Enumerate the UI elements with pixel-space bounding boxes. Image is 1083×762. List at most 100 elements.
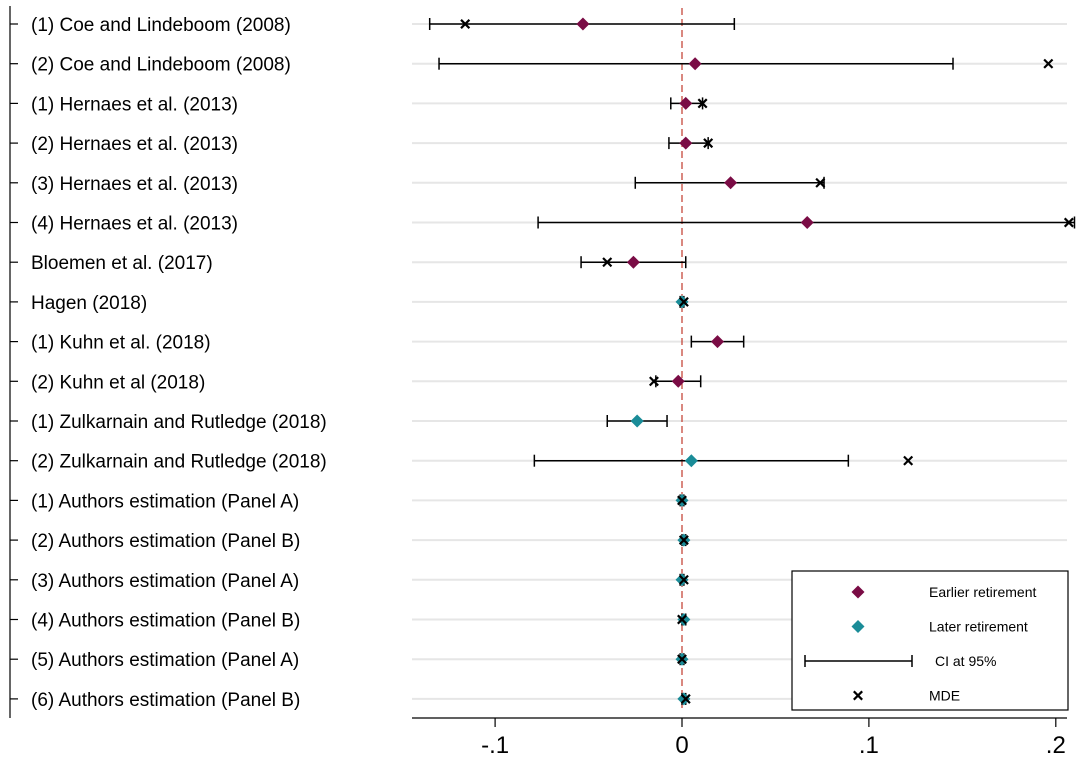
study-label: (2) Coe and Lindeboom (2008) — [31, 55, 291, 76]
mde-stroke — [697, 98, 708, 109]
study-label: (4) Hernaes et al. (2013) — [31, 214, 238, 235]
study-label: (2) Zulkarnain and Rutledge (2018) — [31, 452, 327, 473]
estimate-marker — [677, 613, 691, 626]
mde-marker — [680, 693, 691, 704]
study-label: (1) Hernaes et al. (2013) — [31, 94, 238, 115]
study-label: (4) Authors estimation (Panel B) — [31, 611, 300, 632]
mde-marker — [677, 495, 687, 506]
mde-stroke — [677, 495, 687, 506]
study-row-marks — [675, 573, 689, 587]
mde-stroke — [648, 376, 659, 387]
study-label: (5) Authors estimation (Panel A) — [31, 650, 299, 671]
study-row-marks — [670, 96, 708, 110]
study-label: (2) Kuhn et al (2018) — [31, 372, 205, 393]
study-row-marks — [580, 255, 687, 269]
study-row-marks — [677, 613, 691, 626]
x-tick-label: -.1 — [481, 732, 509, 759]
mde-marker — [677, 654, 687, 665]
mde-stroke — [678, 535, 689, 546]
mde-stroke — [1043, 58, 1054, 69]
mde-marker — [815, 177, 826, 188]
legend-item: CI at 95% — [804, 653, 996, 669]
mde-stroke — [680, 693, 691, 704]
y-axis-ticks — [10, 23, 18, 700]
mde-stroke — [815, 177, 826, 188]
estimate-marker — [626, 255, 640, 269]
study-row-marks — [606, 414, 668, 428]
study-label: (1) Zulkarnain and Rutledge (2018) — [31, 412, 327, 433]
study-label: (3) Authors estimation (Panel A) — [31, 571, 299, 592]
legend-item: MDE — [853, 688, 960, 704]
estimate-marker — [675, 295, 689, 309]
mde-stroke — [903, 455, 914, 466]
plot-marks — [428, 17, 1076, 706]
x-tick-label: 0 — [675, 732, 688, 759]
legend-label: Earlier retirement — [929, 584, 1036, 600]
estimate-marker — [671, 374, 685, 388]
estimate-marker — [688, 57, 702, 71]
mde-stroke — [853, 690, 863, 701]
study-labels: (1) Coe and Lindeboom (2008) (2) Coe and … — [31, 15, 327, 711]
estimate-marker — [679, 136, 693, 150]
estimate-marker — [675, 573, 689, 587]
mde-stroke — [678, 296, 689, 307]
legend-item: Later retirement — [851, 619, 1028, 635]
study-row-marks — [675, 493, 689, 507]
mde-stroke — [678, 574, 689, 585]
estimate-marker — [800, 216, 814, 229]
legend-item: Earlier retirement — [851, 584, 1036, 600]
study-label: Bloemen et al. (2017) — [31, 253, 213, 274]
mde-marker — [678, 296, 689, 307]
study-row-marks — [675, 652, 689, 666]
study-label: (2) Hernaes et al. (2013) — [31, 134, 238, 155]
x-tick-label: .1 — [859, 732, 879, 759]
study-row-marks — [677, 533, 691, 547]
mde-stroke — [602, 257, 613, 268]
mde-stroke — [703, 138, 714, 149]
mde-marker — [703, 138, 714, 149]
mde-marker — [903, 455, 914, 466]
mde-marker — [460, 19, 471, 29]
mde-marker — [678, 574, 689, 585]
study-row-marks — [648, 374, 702, 388]
study-row-marks — [438, 57, 1054, 71]
mde-marker — [602, 257, 613, 268]
estimate-marker — [677, 692, 691, 706]
estimate-marker — [576, 17, 590, 31]
study-row-marks — [537, 216, 1076, 229]
estimate-marker — [679, 96, 693, 110]
mde-stroke — [1063, 217, 1074, 228]
legend-label: Later retirement — [929, 619, 1028, 635]
legend-box — [791, 570, 1069, 711]
study-label: (3) Hernaes et al. (2013) — [31, 174, 238, 195]
estimate-marker — [711, 335, 725, 349]
x-axis-ticks: -.1 0 .1 .2 — [481, 718, 1066, 759]
legend-label: MDE — [929, 688, 960, 704]
mde-marker — [648, 376, 659, 387]
estimate-marker — [724, 176, 738, 190]
gridlines — [412, 23, 1067, 700]
study-row-marks — [675, 295, 689, 309]
study-label: (1) Kuhn et al. (2018) — [31, 333, 211, 354]
study-row-marks — [677, 692, 691, 706]
mde-marker — [677, 614, 687, 625]
mde-marker — [1063, 217, 1074, 228]
legend-later-symbol — [851, 620, 865, 633]
study-label: (2) Authors estimation (Panel B) — [31, 531, 300, 552]
legend: Earlier retirement Later retirement CI at … — [791, 570, 1069, 711]
legend-mde-symbol — [853, 690, 863, 701]
mde-marker — [1043, 58, 1054, 69]
study-row-marks — [634, 176, 826, 190]
study-row-marks — [428, 17, 736, 31]
study-row-marks — [533, 454, 914, 468]
estimate-marker — [684, 454, 698, 468]
mde-stroke — [677, 614, 687, 625]
study-row-marks — [690, 335, 745, 349]
legend-earlier-symbol — [851, 585, 865, 599]
estimate-marker — [630, 414, 644, 428]
study-label: Hagen (2018) — [31, 293, 147, 314]
legend-label: CI at 95% — [935, 653, 996, 669]
mde-stroke — [460, 19, 471, 29]
mde-marker — [678, 535, 689, 546]
